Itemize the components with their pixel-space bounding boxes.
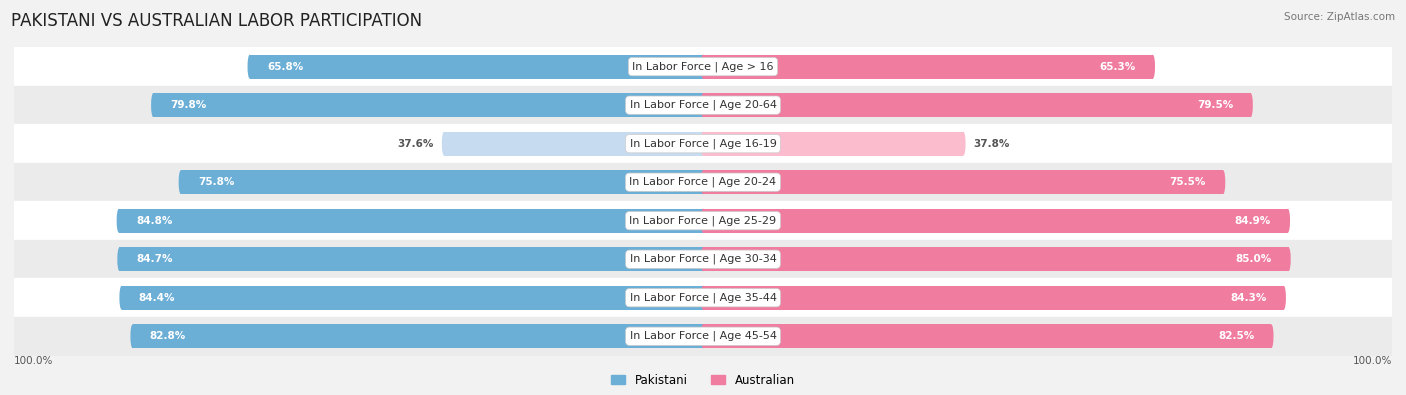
Bar [703,209,1288,233]
Circle shape [1286,247,1291,271]
Bar [118,209,703,233]
Circle shape [1270,324,1274,348]
Circle shape [179,170,183,194]
Legend: Pakistani, Australian: Pakistani, Australian [612,374,794,387]
Text: 100.0%: 100.0% [1353,356,1392,365]
Text: 75.5%: 75.5% [1170,177,1206,187]
Circle shape [117,247,121,271]
Text: In Labor Force | Age 45-54: In Labor Force | Age 45-54 [630,331,776,342]
Circle shape [700,209,706,233]
Bar [703,324,1271,348]
Circle shape [150,93,155,117]
Circle shape [1282,286,1286,310]
Circle shape [131,324,135,348]
Bar [132,324,703,348]
Circle shape [441,132,446,156]
Circle shape [700,247,706,271]
Text: 75.8%: 75.8% [198,177,235,187]
Text: 100.0%: 100.0% [14,356,53,365]
Text: 37.6%: 37.6% [398,139,433,149]
Bar [14,163,1392,201]
Bar [14,240,1392,278]
Circle shape [700,55,706,79]
Bar [14,317,1392,356]
Circle shape [700,170,706,194]
Bar [250,55,703,79]
Bar [14,278,1392,317]
Circle shape [700,286,706,310]
Bar [181,170,703,194]
Text: In Labor Force | Age 25-29: In Labor Force | Age 25-29 [630,215,776,226]
Circle shape [1220,170,1225,194]
Text: 84.9%: 84.9% [1234,216,1271,226]
Text: 85.0%: 85.0% [1234,254,1271,264]
Bar [703,247,1289,271]
Circle shape [1150,55,1154,79]
Circle shape [700,324,706,348]
Bar [14,201,1392,240]
Circle shape [700,132,706,156]
Circle shape [700,93,706,117]
Circle shape [700,247,706,271]
Bar [14,124,1392,163]
Bar [703,286,1284,310]
Text: 79.5%: 79.5% [1198,100,1233,110]
Text: In Labor Force | Age 30-34: In Labor Force | Age 30-34 [630,254,776,265]
Text: PAKISTANI VS AUSTRALIAN LABOR PARTICIPATION: PAKISTANI VS AUSTRALIAN LABOR PARTICIPAT… [11,12,422,30]
Text: Source: ZipAtlas.com: Source: ZipAtlas.com [1284,12,1395,22]
Text: 82.8%: 82.8% [150,331,186,341]
Text: 65.3%: 65.3% [1099,62,1136,71]
Circle shape [120,286,124,310]
Bar [703,93,1251,117]
Text: In Labor Force | Age > 16: In Labor Force | Age > 16 [633,61,773,72]
Text: 82.5%: 82.5% [1218,331,1254,341]
Text: 65.8%: 65.8% [267,62,304,71]
Text: In Labor Force | Age 16-19: In Labor Force | Age 16-19 [630,138,776,149]
Text: 84.3%: 84.3% [1230,293,1267,303]
Circle shape [700,324,706,348]
Text: 84.8%: 84.8% [136,216,173,226]
Bar [703,55,1153,79]
Circle shape [700,209,706,233]
Bar [120,247,703,271]
Text: 84.7%: 84.7% [136,254,173,264]
Text: 79.8%: 79.8% [170,100,207,110]
Text: In Labor Force | Age 20-24: In Labor Force | Age 20-24 [630,177,776,188]
Circle shape [247,55,252,79]
Text: In Labor Force | Age 20-64: In Labor Force | Age 20-64 [630,100,776,111]
Bar [444,132,703,156]
Text: 37.8%: 37.8% [974,139,1010,149]
Circle shape [1249,93,1253,117]
Text: 84.4%: 84.4% [139,293,176,303]
Bar [703,132,963,156]
Bar [703,170,1223,194]
Circle shape [700,93,706,117]
Circle shape [962,132,966,156]
Bar [153,93,703,117]
Bar [14,47,1392,86]
Circle shape [700,286,706,310]
Bar [14,86,1392,124]
Circle shape [700,55,706,79]
Circle shape [1285,209,1291,233]
Text: In Labor Force | Age 35-44: In Labor Force | Age 35-44 [630,292,776,303]
Circle shape [700,132,706,156]
Bar [121,286,703,310]
Circle shape [700,170,706,194]
Circle shape [117,209,121,233]
